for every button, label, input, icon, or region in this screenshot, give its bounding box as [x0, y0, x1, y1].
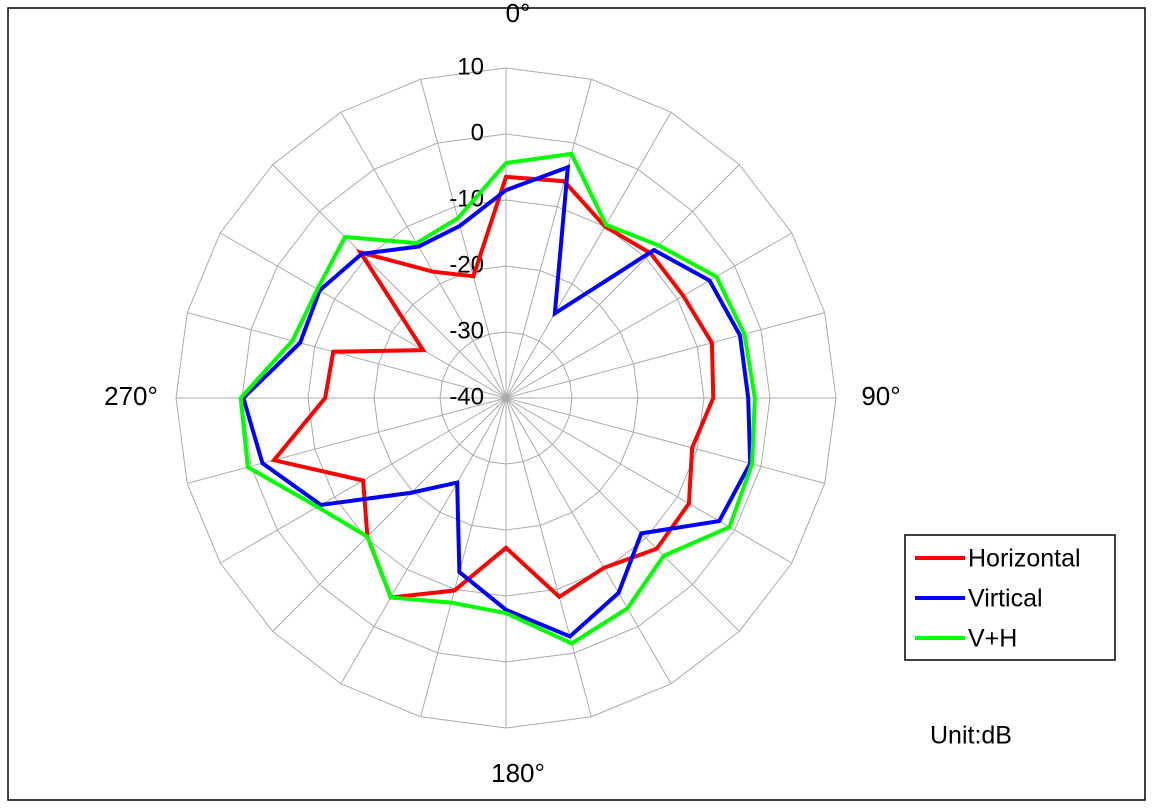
series-line — [241, 164, 753, 639]
frame — [7, 7, 1146, 801]
spoke — [505, 164, 740, 399]
angle-label: 0° — [506, 0, 531, 28]
spoke — [272, 164, 507, 399]
series-line — [238, 151, 757, 646]
annotation: Unit:dB — [930, 722, 1012, 750]
spoke — [187, 312, 507, 399]
spoke — [505, 232, 793, 399]
spoke — [340, 397, 507, 685]
spoke — [505, 79, 592, 399]
spoke — [505, 397, 825, 484]
spoke — [272, 397, 507, 632]
spoke — [505, 397, 592, 717]
spoke — [187, 397, 507, 484]
r-tick-label: 0 — [471, 119, 484, 146]
spoke — [219, 232, 507, 399]
r-tick-label: -40 — [449, 383, 484, 410]
spoke — [505, 397, 740, 632]
spoke — [420, 397, 507, 717]
series-line — [270, 174, 716, 600]
spoke — [420, 79, 507, 399]
r-tick-label: 10 — [457, 53, 484, 80]
legend-label: V+H — [968, 625, 1017, 653]
spoke — [340, 111, 507, 399]
angle-label: 90° — [861, 381, 900, 411]
legend-label: Horizontal — [968, 545, 1081, 573]
spoke — [505, 312, 825, 399]
angle-label: 270° — [104, 381, 158, 411]
spoke — [505, 397, 793, 564]
r-tick-label: -30 — [449, 317, 484, 344]
angle-label: 180° — [491, 758, 545, 788]
spoke — [505, 397, 672, 685]
spoke — [505, 111, 672, 399]
legend-label: Virtical — [968, 585, 1043, 613]
